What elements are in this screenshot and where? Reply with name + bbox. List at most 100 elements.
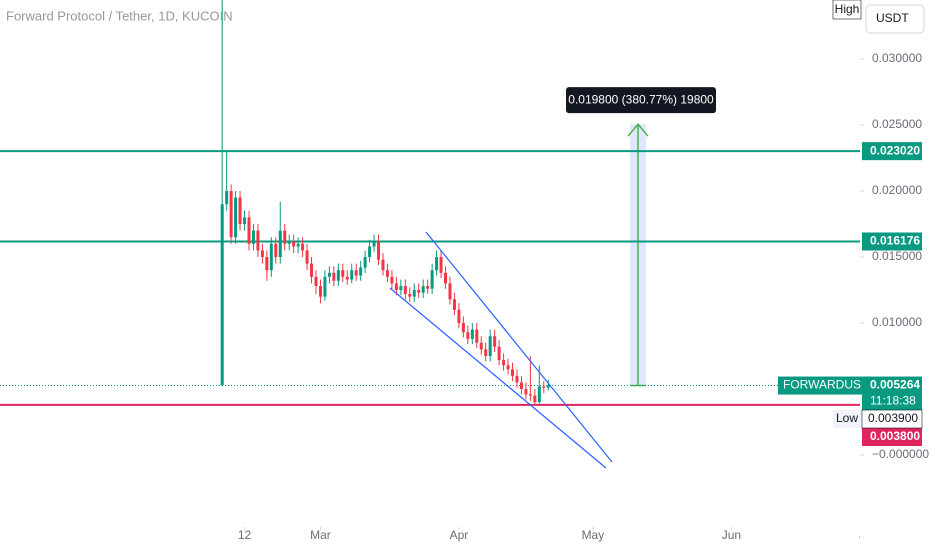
x-tick-label: May bbox=[582, 528, 605, 542]
candle-body bbox=[305, 250, 309, 264]
candle-body bbox=[488, 336, 492, 357]
candle-body bbox=[372, 241, 376, 247]
low-value-box bbox=[861, 409, 923, 429]
candle-body bbox=[528, 394, 532, 396]
price-axis bbox=[860, 0, 932, 550]
last-price-label: 0.005264 bbox=[870, 378, 920, 392]
axis-layer: 0.030000 0.025000 0.020000 0.015000 0.010000… bbox=[778, 51, 929, 461]
candle-body bbox=[247, 217, 251, 244]
candle-body bbox=[292, 241, 296, 247]
candle-body bbox=[452, 299, 456, 310]
candle-body bbox=[318, 286, 322, 297]
candle-body bbox=[260, 250, 264, 258]
candle-body bbox=[385, 270, 389, 277]
trend-line bbox=[389, 287, 607, 469]
candle-body bbox=[229, 191, 233, 238]
measure-arrow-head bbox=[627, 122, 649, 137]
x-tick-label: 12 bbox=[238, 528, 252, 542]
candle-body bbox=[251, 230, 255, 244]
candle-body bbox=[377, 241, 381, 260]
y-tick-label: 0.025000 bbox=[872, 117, 922, 131]
candle-body bbox=[506, 365, 510, 370]
x-tick-label: Mar bbox=[310, 528, 331, 542]
candle-body bbox=[439, 257, 443, 273]
currency-label[interactable]: USDT bbox=[876, 11, 909, 25]
candle-body bbox=[537, 386, 541, 403]
candle-body bbox=[363, 257, 367, 268]
candle-body bbox=[444, 272, 448, 284]
candle-body bbox=[466, 332, 470, 339]
candle-body bbox=[484, 349, 488, 357]
candle-body bbox=[287, 241, 291, 244]
candle-body bbox=[310, 263, 314, 277]
candle-body bbox=[533, 395, 537, 403]
price-label-box bbox=[862, 142, 922, 161]
y-tick-label: 0.030000 bbox=[872, 51, 922, 65]
low-label: Low bbox=[836, 411, 858, 425]
price-label: 0.023020 bbox=[870, 143, 920, 157]
candle-body bbox=[519, 382, 523, 390]
candle-body bbox=[220, 204, 224, 386]
candle-body bbox=[448, 283, 452, 300]
candle-body bbox=[256, 230, 260, 251]
price-label: 0.016176 bbox=[870, 234, 920, 248]
candle-body bbox=[265, 257, 269, 271]
trend-line bbox=[425, 231, 613, 463]
candle-body bbox=[301, 243, 305, 251]
price-label: 0.003800 bbox=[870, 429, 920, 443]
candle-body bbox=[435, 257, 439, 271]
high-label: High bbox=[835, 2, 860, 16]
candle-body bbox=[461, 323, 465, 333]
candle-body bbox=[497, 346, 501, 360]
candle-body bbox=[354, 270, 358, 276]
candle-body bbox=[470, 329, 474, 339]
y-tick-label: 0.010000 bbox=[872, 315, 922, 329]
candle-body bbox=[225, 191, 229, 205]
candle-body bbox=[417, 290, 421, 293]
candle-body bbox=[274, 243, 278, 258]
last-price-box bbox=[862, 376, 922, 411]
candle-body bbox=[475, 329, 479, 343]
candle-body bbox=[332, 272, 336, 281]
candle-body bbox=[479, 342, 483, 350]
plot-area: 12MarAprMayJunJu0.019800 (380.77%) 19800 bbox=[0, 0, 872, 542]
candle-body bbox=[368, 246, 372, 258]
candle-body bbox=[323, 276, 327, 297]
candle-body bbox=[359, 267, 363, 276]
candle-body bbox=[350, 270, 354, 280]
candle-body bbox=[403, 286, 407, 294]
countdown-label: 11:18:38 bbox=[870, 394, 916, 408]
candle-body bbox=[399, 286, 403, 291]
candle-body bbox=[546, 385, 550, 388]
candle-body bbox=[408, 293, 412, 297]
price-label-box bbox=[862, 428, 922, 446]
currency-box[interactable] bbox=[865, 4, 925, 34]
candle-body bbox=[278, 230, 282, 258]
price-label-box bbox=[862, 232, 922, 251]
candle-body bbox=[502, 359, 506, 366]
candle-body bbox=[542, 386, 546, 388]
candle-body bbox=[327, 272, 331, 277]
candle-body bbox=[283, 230, 287, 244]
y-tick-label: 0.015000 bbox=[872, 249, 922, 263]
y-tick-label: 0.020000 bbox=[872, 183, 922, 197]
candle-body bbox=[524, 389, 528, 395]
candle-body bbox=[243, 217, 247, 225]
x-tick-label: Apr bbox=[450, 528, 469, 542]
candle-body bbox=[421, 286, 425, 293]
symbol-label-box bbox=[778, 376, 862, 395]
candle-body bbox=[341, 270, 345, 277]
candle-body bbox=[493, 336, 497, 347]
candle-body bbox=[314, 276, 318, 287]
candle-body bbox=[390, 276, 394, 284]
candle-body bbox=[412, 290, 416, 297]
y-tick-label: −0.000000 bbox=[872, 447, 929, 461]
candle-body bbox=[296, 243, 300, 247]
candle-body bbox=[394, 283, 398, 291]
candle-body bbox=[234, 197, 238, 238]
candle-body bbox=[345, 276, 349, 280]
measure-label-box bbox=[566, 87, 716, 114]
